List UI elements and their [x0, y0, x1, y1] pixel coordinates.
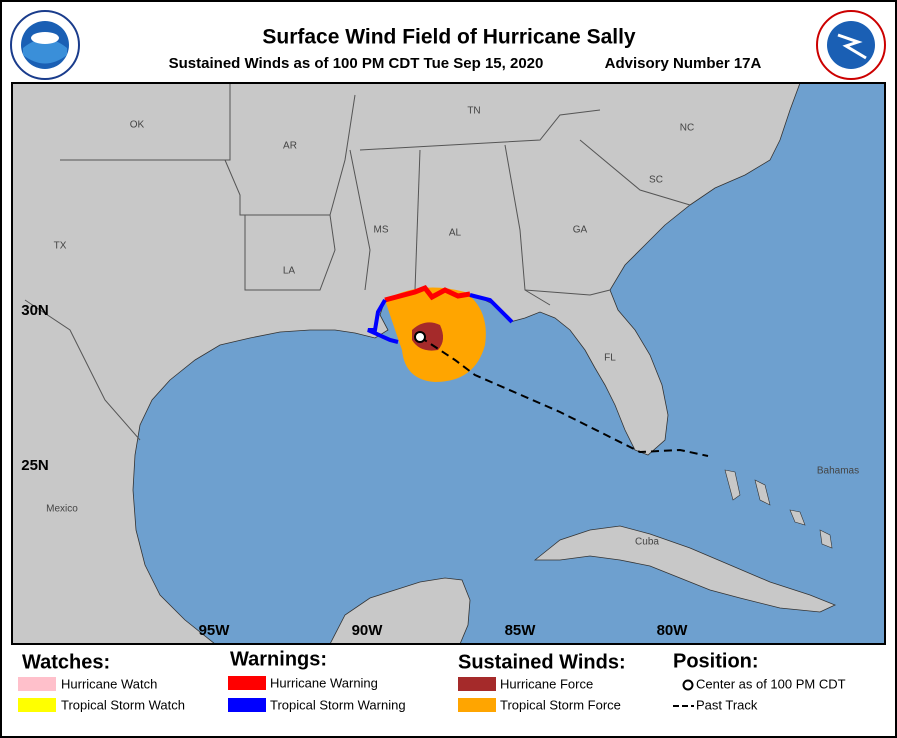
legend-item: Tropical Storm Force: [500, 697, 621, 712]
nws-logo: [816, 10, 886, 80]
legend-swatch: [228, 698, 266, 712]
legend-item: Tropical Storm Watch: [61, 697, 185, 712]
region-label: AL: [449, 228, 462, 239]
cuba: [533, 525, 837, 613]
map-border: [11, 82, 886, 645]
legend-item: Hurricane Watch: [61, 676, 157, 691]
region-label: Cuba: [635, 537, 659, 548]
tropical-storm-warning: [367, 293, 514, 344]
region-label: LA: [283, 266, 296, 277]
region-label: Bahamas: [817, 466, 859, 477]
legend-title: Warnings:: [230, 648, 327, 670]
legend-swatch: [18, 698, 56, 712]
legend-swatch: [458, 677, 496, 691]
advisory: Advisory Number 17A: [605, 55, 762, 72]
lon-label: 85W: [505, 622, 537, 639]
yucatan: [329, 577, 471, 644]
legend-swatch: [18, 677, 56, 691]
lat-label: 25N: [21, 457, 49, 474]
legend-item: Tropical Storm Warning: [270, 697, 406, 712]
lon-label: 95W: [199, 622, 231, 639]
legend-swatch: [228, 676, 266, 690]
region-label: FL: [604, 353, 616, 364]
hurricane-warning: [384, 284, 471, 303]
lat-label: 30N: [21, 302, 49, 319]
legend-item: Hurricane Warning: [270, 675, 378, 690]
region-label: TX: [54, 241, 67, 252]
legend-title: Position:: [673, 650, 759, 672]
region-label: GA: [573, 225, 588, 236]
center-position: [414, 331, 426, 343]
region-label: AR: [283, 141, 297, 152]
legend-item: Hurricane Force: [500, 676, 593, 691]
lon-label: 90W: [352, 622, 384, 639]
region-label: TN: [467, 106, 480, 117]
noaa-logo: [10, 10, 80, 80]
hurricane-force-field: [412, 322, 444, 351]
legend-title: Sustained Winds:: [458, 651, 626, 673]
legend-title: Watches:: [22, 651, 110, 673]
legend-center-symbol: [682, 679, 694, 691]
subtitle: Sustained Winds as of 100 PM CDT Tue Sep…: [169, 55, 544, 72]
legend-item: Center as of 100 PM CDT: [696, 676, 846, 691]
region-label: Mexico: [46, 504, 78, 515]
legend-item: Past Track: [696, 697, 758, 712]
state-borders: [24, 83, 691, 441]
region-label: SC: [649, 175, 663, 186]
region-label: NC: [680, 123, 694, 134]
legend-swatch: [458, 698, 496, 712]
region-label: MS: [374, 225, 389, 236]
title: Surface Wind Field of Hurricane Sally: [262, 26, 636, 49]
bahamas: [724, 469, 833, 549]
map: OK TN NC AR SC TX MS AL GA LA FL Mexico …: [12, 83, 885, 644]
lon-label: 80W: [657, 622, 689, 639]
region-label: OK: [130, 120, 145, 131]
